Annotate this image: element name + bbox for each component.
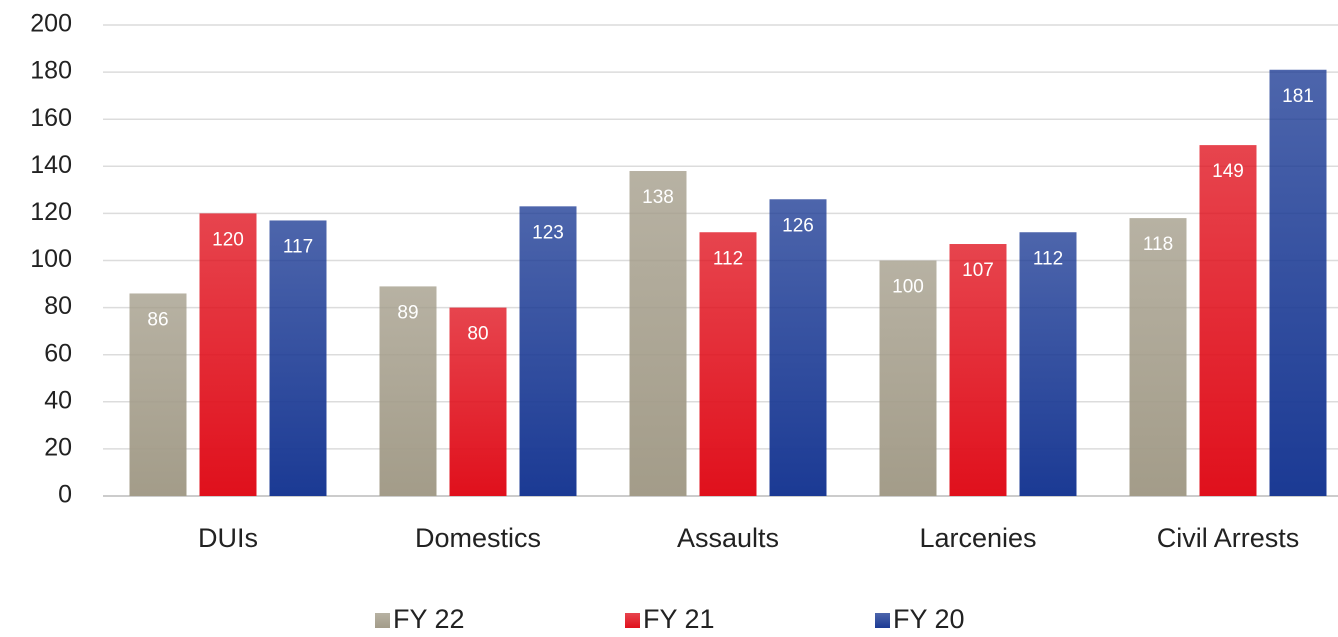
value-label: 117	[283, 236, 313, 257]
y-tick-label: 160	[30, 104, 72, 132]
value-label: 100	[892, 277, 924, 298]
value-label: 89	[397, 302, 418, 323]
bar	[1199, 145, 1257, 497]
value-label: 120	[212, 229, 244, 250]
value-label: 123	[532, 222, 564, 243]
bar	[1269, 69, 1327, 497]
bar	[519, 206, 577, 496]
y-tick-label: 0	[58, 481, 72, 509]
value-label: 107	[962, 260, 994, 281]
y-tick-label: 40	[44, 386, 72, 414]
x-tick-label: Assaults	[677, 523, 779, 553]
value-label: 181	[1282, 86, 1314, 107]
value-label: 149	[1212, 161, 1244, 182]
x-tick-label: DUIs	[198, 523, 258, 553]
y-tick-label: 140	[30, 151, 72, 179]
bar	[1129, 218, 1187, 497]
legend-label: FY 21	[643, 604, 715, 634]
legend-label: FY 20	[893, 604, 965, 634]
value-label: 112	[1033, 248, 1063, 269]
y-tick-label: 80	[44, 292, 72, 320]
bar	[379, 286, 437, 496]
value-label: 86	[147, 309, 168, 330]
value-label: 112	[713, 248, 743, 269]
legend-swatch	[625, 613, 640, 628]
y-tick-label: 200	[30, 10, 72, 38]
x-tick-label: Civil Arrests	[1157, 523, 1300, 553]
y-tick-label: 120	[30, 198, 72, 226]
bar	[129, 293, 187, 496]
legend-label: FY 22	[393, 604, 465, 634]
value-label: 126	[782, 215, 814, 236]
y-tick-label: 60	[44, 339, 72, 367]
legend-swatch	[375, 613, 390, 628]
bar	[269, 220, 327, 496]
bar	[879, 260, 937, 496]
y-tick-label: 180	[30, 57, 72, 85]
bar	[1019, 232, 1077, 497]
x-tick-label: Domestics	[415, 523, 541, 553]
bar	[769, 199, 827, 496]
bar	[629, 171, 687, 496]
value-label: 118	[1143, 234, 1173, 255]
y-tick-label: 20	[44, 434, 72, 462]
x-tick-label: Larcenies	[919, 523, 1036, 553]
bar	[199, 213, 257, 496]
bar	[949, 244, 1007, 496]
y-tick-label: 100	[30, 245, 72, 273]
bar	[699, 232, 757, 497]
value-label: 138	[642, 187, 674, 208]
legend-swatch	[875, 613, 890, 628]
value-label: 80	[467, 324, 488, 345]
bar	[449, 307, 507, 496]
